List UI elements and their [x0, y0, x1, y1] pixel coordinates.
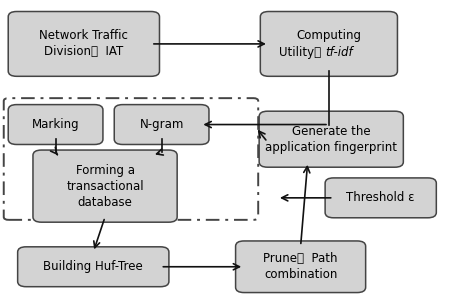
- FancyBboxPatch shape: [8, 104, 103, 144]
- Text: Computing: Computing: [296, 29, 361, 42]
- Text: Utility：: Utility：: [279, 46, 325, 59]
- FancyBboxPatch shape: [18, 247, 169, 287]
- FancyBboxPatch shape: [236, 241, 365, 292]
- Text: Building Huf-Tree: Building Huf-Tree: [44, 260, 143, 273]
- FancyBboxPatch shape: [260, 12, 398, 76]
- Text: tf-idf: tf-idf: [325, 46, 353, 59]
- Text: Prune：  Path
combination: Prune： Path combination: [264, 252, 338, 281]
- Text: Network Traffic
Division：  IAT: Network Traffic Division： IAT: [39, 29, 128, 58]
- FancyBboxPatch shape: [8, 12, 159, 76]
- Text: Forming a
transactional
database: Forming a transactional database: [66, 164, 144, 209]
- FancyBboxPatch shape: [33, 150, 177, 222]
- FancyBboxPatch shape: [114, 104, 209, 144]
- Text: Generate the
application fingerprint: Generate the application fingerprint: [265, 125, 397, 154]
- Text: N-gram: N-gram: [139, 118, 184, 131]
- FancyBboxPatch shape: [325, 178, 437, 218]
- Text: Marking: Marking: [32, 118, 79, 131]
- FancyBboxPatch shape: [259, 111, 403, 167]
- Text: Threshold ε: Threshold ε: [346, 191, 415, 204]
